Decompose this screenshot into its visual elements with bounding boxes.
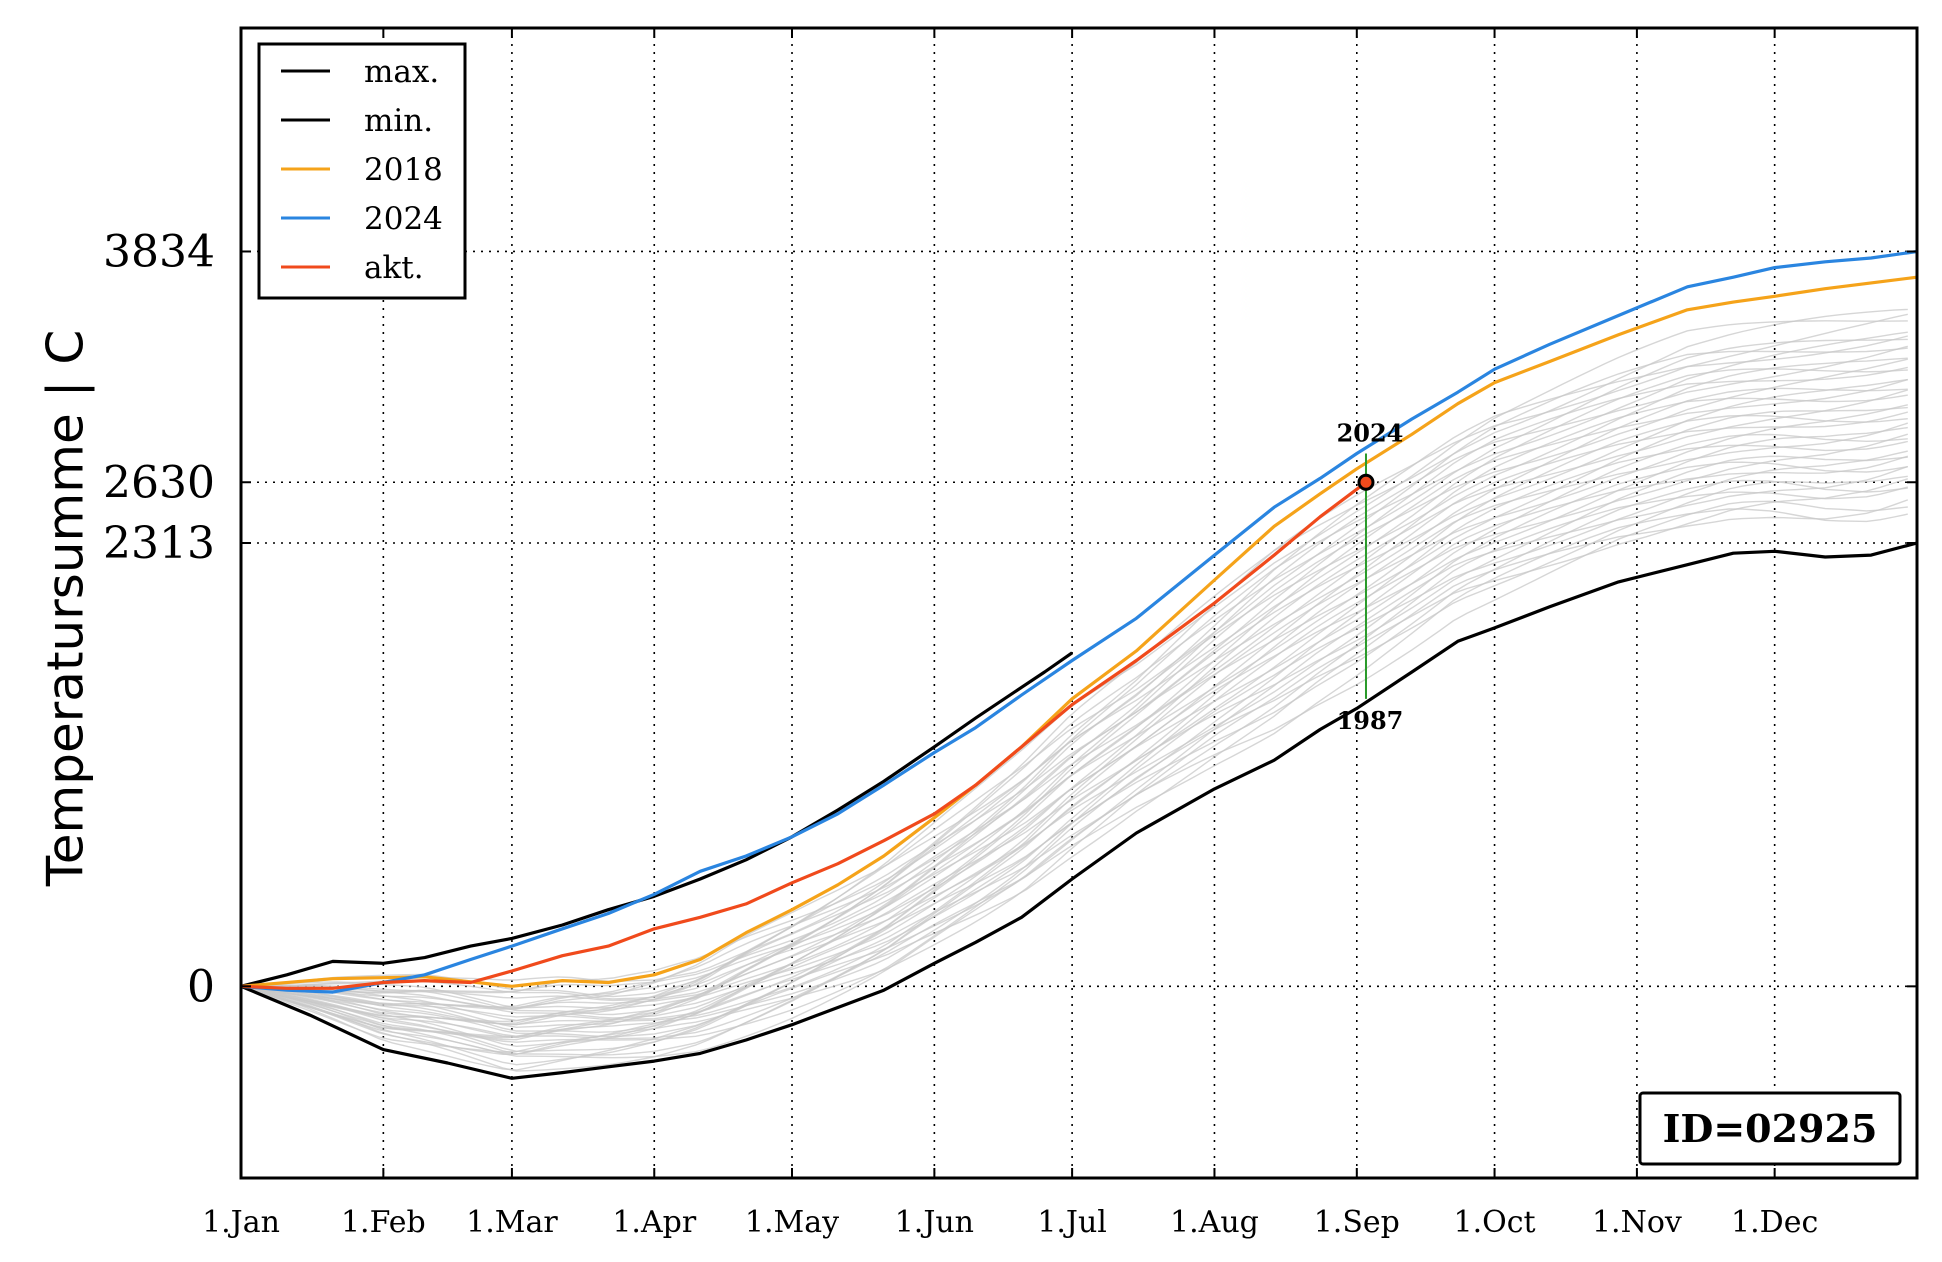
series-line-2024: [240, 249, 1918, 994]
station-id-frame: [1638, 1091, 1902, 1166]
legend-label: akt.: [364, 250, 424, 286]
background-year-line: [240, 486, 1908, 1066]
x-tick-label: 1.Dec: [1731, 1205, 1818, 1240]
current-value-marker: [1357, 473, 1375, 491]
series-line-2018: [240, 275, 1918, 988]
series-line-min: [240, 541, 1918, 1080]
background-year-lines: [240, 308, 1909, 1072]
background-year-line: [240, 461, 1908, 1053]
background-year-line: [240, 366, 1908, 1022]
background-year-line: [240, 499, 1909, 1071]
annotation-top-year: 2024: [1337, 419, 1404, 448]
background-year-line: [240, 455, 1909, 1055]
legend-label: max.: [364, 54, 439, 90]
y-tick-label: 2630: [103, 457, 215, 508]
y-tick-label: 3834: [103, 226, 215, 277]
legend-label: min.: [364, 103, 433, 139]
background-year-line: [240, 338, 1908, 1000]
station-id-box: ID=02925: [1638, 1091, 1902, 1166]
x-tick-label: 1.Apr: [612, 1205, 696, 1240]
x-tick-label: 1.May: [745, 1205, 839, 1240]
legend-frame: [257, 42, 467, 300]
annotations: 2024 1987: [1337, 419, 1404, 735]
background-year-line: [240, 358, 1908, 1008]
background-year-line: [240, 389, 1908, 1025]
y-tick-label: 2313: [103, 518, 215, 569]
x-tick-label: 1.Sep: [1314, 1205, 1400, 1240]
y-axis-label: Temperatursumme | C: [37, 330, 95, 888]
series-line-max: [240, 651, 1074, 988]
station-id-label: ID=02925: [1663, 1106, 1878, 1151]
x-tick-label: 1.Feb: [341, 1205, 426, 1240]
background-year-line: [240, 440, 1908, 1048]
background-year-line: [240, 411, 1908, 1039]
background-year-line: [240, 335, 1908, 1010]
background-year-line: [240, 378, 1908, 1026]
x-tick-label: 1.Aug: [1170, 1205, 1259, 1240]
background-year-line: [240, 475, 1908, 1043]
x-tick-label: 1.Mar: [466, 1205, 558, 1240]
x-tick-label: 1.Jul: [1037, 1205, 1107, 1240]
series-lines: [240, 249, 1918, 1080]
x-tick-label: 1.Jun: [895, 1205, 974, 1240]
legend-label: 2024: [364, 201, 443, 237]
background-year-line: [241, 308, 1908, 987]
legend: max. min. 2018 2024 akt.: [257, 42, 467, 300]
x-tick-label: 1.Oct: [1454, 1205, 1536, 1240]
x-tick-label: 1.Jan: [202, 1205, 280, 1240]
y-tick-label: 0: [187, 961, 215, 1012]
series-line-akt: [240, 481, 1367, 990]
plot-frame: [239, 26, 1919, 1180]
background-year-line: [240, 508, 1908, 1072]
x-tick-label: 1.Nov: [1592, 1205, 1682, 1240]
x-axis-ticks: 1.Jan 1.Feb 1.Mar 1.Apr 1.May 1.Jun 1.Jul 1.Aug…: [202, 28, 1818, 1240]
background-year-line: [240, 422, 1909, 1041]
background-year-line: [240, 357, 1908, 1002]
legend-label: 2018: [364, 152, 443, 188]
background-year-line: [240, 347, 1908, 1009]
background-year-line: [240, 313, 1908, 994]
annotation-bottom-year: 1987: [1337, 706, 1404, 735]
y-axis-ticks: 0 2313 2630 3834: [103, 226, 1917, 1012]
